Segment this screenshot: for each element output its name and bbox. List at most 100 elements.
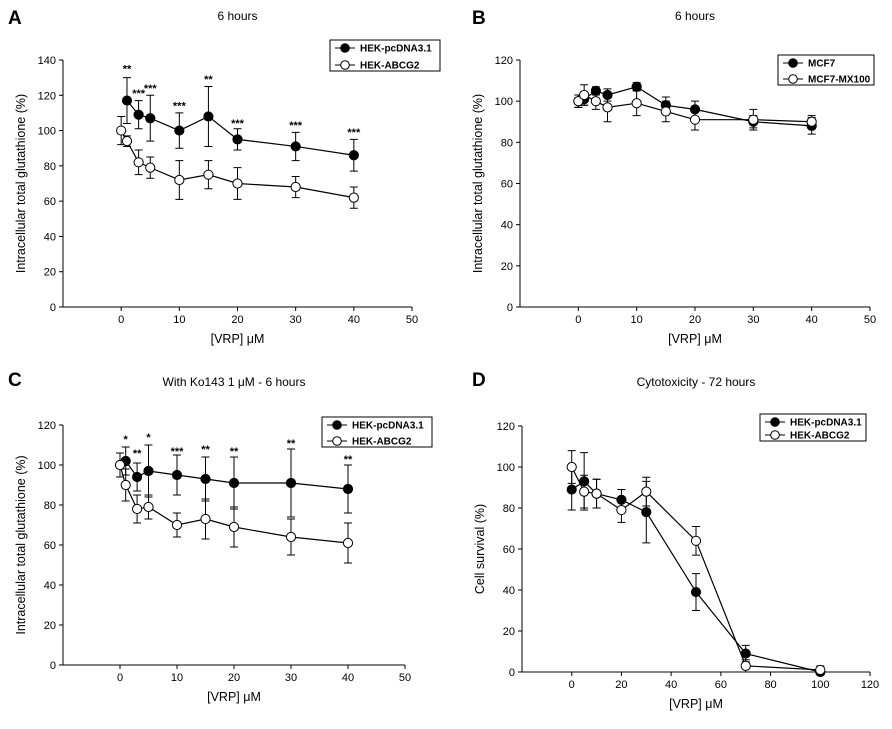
panel-d-xtick-label: 40 (665, 679, 677, 691)
panel-a-title: 6 hours (217, 9, 257, 23)
panel-a-xtick-label: 20 (231, 314, 243, 326)
panel-b-title: 6 hours (675, 9, 715, 23)
panel-a-xtick-label: 50 (406, 314, 418, 326)
panel-c-series-filled-point (143, 465, 154, 477)
panel-c-series-open-point (120, 479, 131, 491)
panel-d-legend-label: HEK-ABCG2 (790, 431, 850, 442)
panel-d-series-open-point (690, 535, 702, 546)
panel-c-significance-label: ** (230, 446, 239, 458)
panel-c-series-open-point (132, 503, 143, 515)
panel-b-ylabel: Intracellular total glutathione (%) (471, 94, 485, 273)
panel-c-significance-label: * (146, 432, 151, 444)
panel-d-title: Cytotoxicity - 72 hours (637, 375, 756, 389)
panel-d-ytick-label: 120 (497, 421, 515, 433)
panel-b-legend-label: MCF7 (808, 59, 836, 70)
panel-c-series-filled-point (171, 469, 183, 481)
panel-b-series-filled-point (631, 81, 642, 92)
panel-d-ytick-label: 40 (503, 585, 515, 597)
panel-c-ytick-label: 80 (44, 500, 56, 512)
panel-c-legend-marker (332, 420, 342, 430)
panel-a-xtick-label: 0 (118, 314, 124, 326)
panel-c-series-open-point (143, 501, 154, 513)
panel-c-legend-label: HEK-pcDNA3.1 (352, 421, 424, 432)
panel-a-series-open-point (121, 136, 133, 147)
panel-a-legend-label: HEK-pcDNA3.1 (360, 44, 432, 55)
panel-a-series-filled-point (145, 113, 156, 124)
panel-a-xlabel: [VRP] μM (211, 332, 265, 346)
panel-a-ytick-label: 40 (44, 231, 56, 243)
panel-d-xtick-label: 100 (811, 679, 829, 691)
panel-c-xtick-label: 30 (285, 672, 297, 684)
panel-d-ytick-label: 80 (503, 503, 515, 515)
panel-d-xtick-label: 60 (715, 679, 727, 691)
panel-a-series-filled-point (121, 95, 133, 106)
panel-d-xtick-label: 20 (615, 679, 627, 691)
panel-b-xtick-label: 20 (689, 314, 701, 326)
panel-b-series-open-point (602, 102, 613, 113)
panel-c-significance-label: ** (344, 454, 353, 466)
panel-a-significance-label: *** (144, 83, 158, 95)
panel-a-ytick-label: 80 (44, 161, 56, 173)
panel-b-ytick-label: 100 (495, 96, 513, 108)
panel-d: D Cytotoxicity - 72 hours 0 20 40 60 80 100 120 0… (472, 370, 879, 711)
panel-a-ylabel: Intracellular total glutathione (%) (14, 94, 28, 273)
panel-a-ytick-label: 60 (44, 196, 56, 208)
panel-b-letter: B (472, 8, 486, 29)
panel-a-series-open-point (133, 157, 144, 168)
panel-c-series-filled-point (132, 471, 143, 483)
panel-b-series-open-point (631, 98, 642, 109)
panel-a-series-filled-point (203, 111, 214, 122)
panel-b-xlabel: [VRP] μM (668, 332, 722, 346)
panel-b-ytick-label: 20 (501, 261, 513, 273)
panel-d-series-open-point (591, 488, 602, 499)
panel-a-series-open-point (203, 169, 214, 180)
panel-d-series-open-line (571, 466, 821, 671)
panel-b-xtick-label: 50 (864, 314, 876, 326)
panel-a-significance-label: *** (173, 100, 187, 112)
panel-a-series-open-point (232, 178, 243, 189)
panel-b-series-open-point (590, 96, 601, 107)
panel-a-series-filled-point (232, 134, 243, 145)
panel-b-xtick-label: 0 (575, 314, 581, 326)
panel-d-xtick-label: 0 (569, 679, 575, 691)
panel-c-significance-label: * (124, 434, 129, 446)
panel-c: C With Ko143 1 μM - 6 hours02040608010012… (8, 370, 433, 704)
panel-c-ytick-label: 100 (38, 460, 56, 472)
panel-b-legend-marker (788, 74, 798, 84)
panel-c-xtick-label: 40 (342, 672, 354, 684)
panel-c-significance-label: ** (287, 438, 296, 450)
panel-a-xtick-label: 10 (173, 314, 185, 326)
panel-b-xtick-label: 10 (631, 314, 643, 326)
panel-a-significance-label: *** (289, 120, 303, 132)
panel-a-significance-label: *** (231, 118, 245, 130)
panel-a-significance-label: *** (347, 127, 361, 139)
panel-c-series-open-point (114, 459, 126, 471)
panel-b-series-open-point (579, 89, 590, 101)
panel-c-xtick-label: 20 (228, 672, 240, 684)
panel-b-xtick-label: 30 (747, 314, 759, 326)
panel-a-legend-marker (340, 60, 350, 70)
panel-b-ytick-label: 0 (507, 302, 513, 314)
panel-d-series-open-point (579, 486, 590, 497)
panel-b-ytick-label: 60 (501, 179, 513, 191)
panel-d-legend-label: HEK-pcDNA3.1 (790, 418, 862, 429)
panel-c-series-filled-point (228, 477, 240, 489)
panel-c-series-open-point (342, 537, 354, 549)
panel-c-xtick-label: 50 (399, 672, 411, 684)
panel-a-series-open-point (290, 181, 301, 193)
panel-d-legend-marker (770, 430, 780, 440)
panel-a-ytick-label: 100 (38, 126, 56, 138)
panel-b-series-open-point (573, 96, 584, 107)
panel-a-ytick-label: 0 (50, 302, 56, 314)
panel-c-significance-label: ** (133, 448, 142, 460)
panel-a-series-open-point (145, 162, 156, 173)
panel-b-ytick-label: 40 (501, 220, 513, 232)
panel-a-series-open-point (348, 192, 359, 203)
panel-c-ytick-label: 60 (44, 540, 56, 552)
panel-a-letter: A (8, 8, 22, 29)
panel-d-ytick-label: 0 (509, 667, 515, 679)
panel-a-significance-label: *** (132, 88, 146, 100)
panel-d-ytick-label: 100 (497, 462, 515, 474)
panel-a-ytick-label: 20 (44, 267, 56, 279)
